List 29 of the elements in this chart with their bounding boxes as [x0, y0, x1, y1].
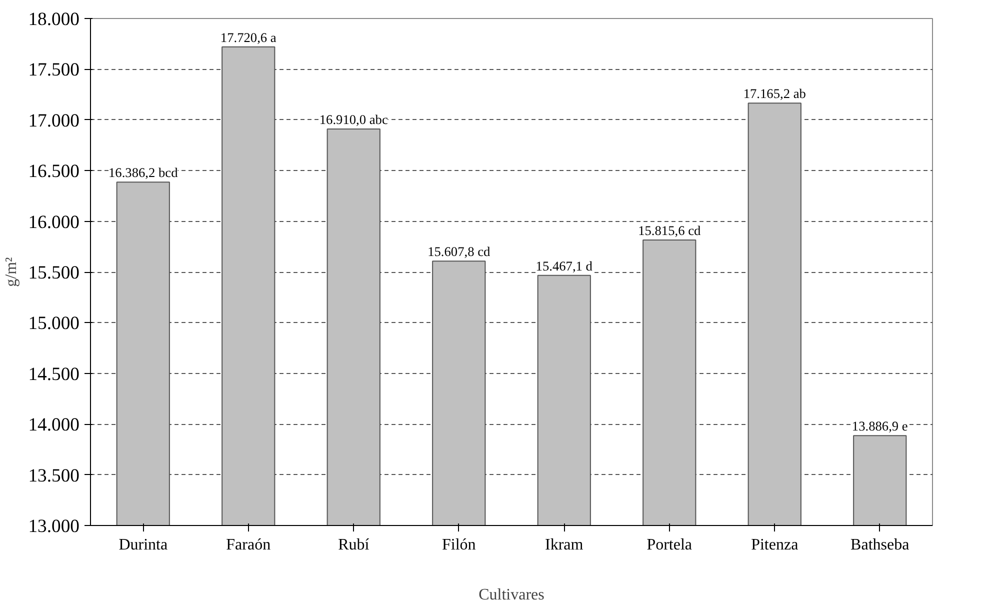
x-tick-label: Bathseba [850, 536, 910, 554]
data-label: 17.165,2 ab [743, 86, 806, 102]
y-tick-label: 15.500 [28, 262, 80, 284]
y-tick-label: 16.000 [28, 212, 80, 233]
x-tick-label: Faraón [226, 536, 271, 554]
data-label: 17.720,6 a [220, 30, 276, 45]
data-label: 15.815,6 cd [638, 223, 701, 238]
y-tick-label: 17.500 [28, 60, 80, 81]
x-tick-label: Rubí [338, 536, 370, 554]
x-tick-label: Filón [442, 536, 476, 554]
y-tick-label: 18.000 [28, 9, 80, 30]
y-axis-title: g/m² [3, 256, 20, 287]
y-tick-label: 15.000 [28, 313, 80, 334]
y-tick-label: 16.500 [28, 161, 80, 182]
y-tick-label: 14.500 [28, 364, 80, 385]
data-label: 15.607,8 cd [428, 244, 490, 260]
x-tick-label: Ikram [545, 536, 584, 554]
x-tick-label: Portela [646, 536, 692, 554]
data-label: 16.910,0 abc [319, 112, 388, 128]
x-tick-label: Durinta [118, 536, 168, 554]
y-tick-label: 17.000 [28, 110, 80, 132]
data-label: 15.467,1 d [536, 258, 593, 274]
x-axis-title: Cultivares [478, 586, 544, 604]
y-tick-label: 14.000 [28, 414, 80, 436]
x-tick-label: Pitenza [751, 536, 798, 554]
y-tick-label: 13.000 [28, 516, 80, 537]
y-tick-label: 13.500 [28, 465, 80, 486]
data-label: 13.886,9 e [852, 418, 908, 434]
data-label: 16.386,2 bcd [108, 165, 178, 180]
